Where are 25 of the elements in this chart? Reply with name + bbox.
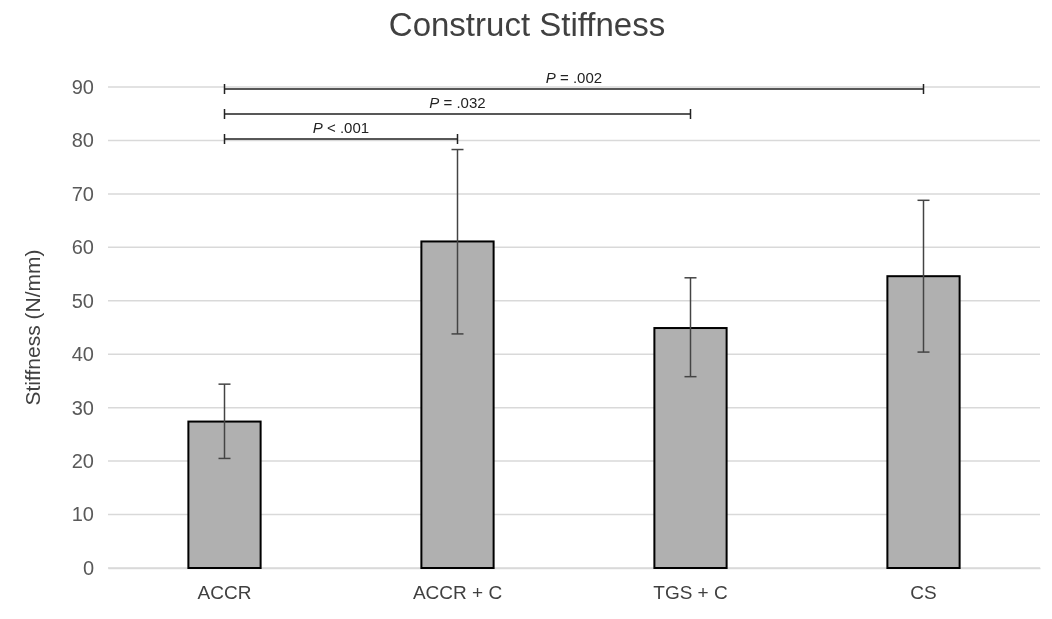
bar bbox=[653, 327, 728, 569]
x-tick-label: CS bbox=[910, 582, 937, 604]
bar bbox=[187, 420, 262, 569]
x-tick-label: TGS + C bbox=[653, 582, 728, 604]
annotation: P = .032 bbox=[429, 94, 486, 111]
y-tick-label: 40 bbox=[71, 343, 94, 366]
x-tick-label: ACCR bbox=[197, 582, 252, 604]
y-tick-label: 90 bbox=[71, 75, 94, 98]
y-tick-label: 80 bbox=[71, 129, 94, 152]
y-axis-title: Stiffness (N/mm) bbox=[21, 249, 44, 406]
y-tick-label: 0 bbox=[82, 556, 94, 579]
significance-bracket: P < .001 bbox=[223, 119, 459, 144]
bar bbox=[886, 275, 961, 569]
y-tick-label: 70 bbox=[71, 182, 94, 205]
y-tick-label: 60 bbox=[71, 236, 94, 259]
chart-title: Construct Stiffness bbox=[388, 6, 666, 43]
significance-bracket: P = .002 bbox=[223, 69, 925, 94]
y-tick-label: 50 bbox=[71, 289, 94, 312]
y-tick-label: 20 bbox=[71, 450, 94, 473]
significance-bracket: P = .032 bbox=[223, 94, 692, 119]
annotation: P < .001 bbox=[312, 119, 370, 136]
x-tick-label: ACCR + C bbox=[412, 582, 503, 604]
y-tick-label: 10 bbox=[71, 503, 94, 526]
bar bbox=[420, 240, 495, 569]
y-tick-label: 30 bbox=[71, 396, 94, 419]
